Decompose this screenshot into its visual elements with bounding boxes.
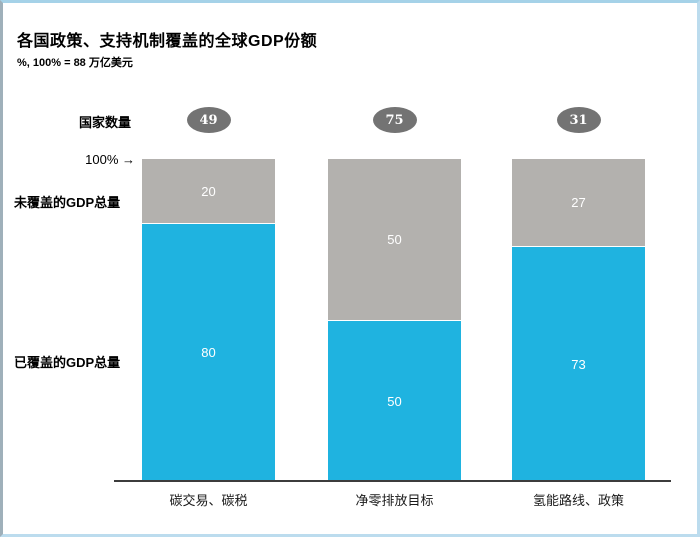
category-label: 氢能路线、政策 — [532, 493, 625, 508]
segment-value: 73 — [571, 356, 586, 372]
covered-segment: 73 — [512, 246, 645, 481]
uncovered-segment: 27 — [512, 159, 645, 246]
country-count-value: 31 — [569, 112, 588, 128]
uncovered-segment: 20 — [142, 159, 275, 223]
country-count-badge: 75 — [372, 107, 417, 133]
segment-value: 27 — [571, 195, 586, 210]
country-count-badge: 49 — [186, 107, 231, 133]
category-label: 碳交易、碳税 — [169, 493, 248, 508]
segment-value: 50 — [387, 393, 402, 409]
axis-100-label: 100% — [85, 152, 119, 167]
x-axis-line — [114, 480, 671, 482]
covered-segment: 50 — [328, 320, 461, 481]
country-count-value: 75 — [385, 112, 404, 128]
country-count-value: 49 — [199, 112, 218, 128]
covered-gdp-row-label: 已覆盖的GDP总量 — [14, 355, 121, 370]
category-label: 净零排放目标 — [355, 493, 434, 508]
country-count-row-label: 国家数量 — [78, 115, 131, 130]
segment-value: 80 — [201, 345, 216, 360]
chart-subtitle: %, 100% = 88 万亿美元 — [17, 57, 133, 69]
covered-segment: 80 — [142, 223, 275, 481]
right-arrow-icon: → — [122, 152, 135, 167]
uncovered-gdp-row-label: 未覆盖的GDP总量 — [14, 195, 121, 210]
segment-value: 50 — [387, 232, 402, 247]
country-count-badge: 31 — [556, 107, 601, 133]
axis-100-marker: 100% → — [3, 152, 135, 167]
segment-value: 20 — [201, 183, 216, 199]
uncovered-segment: 50 — [328, 159, 461, 320]
chart-title: 各国政策、支持机制覆盖的全球GDP份额 — [17, 33, 318, 50]
